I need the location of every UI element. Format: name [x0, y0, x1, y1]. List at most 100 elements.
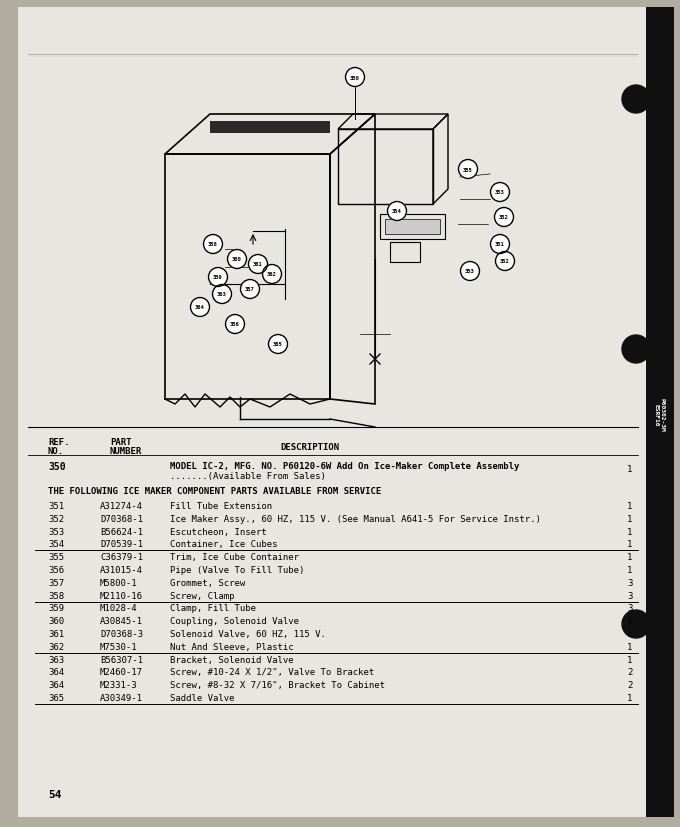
Circle shape	[460, 262, 479, 281]
Text: 361: 361	[48, 629, 64, 638]
Text: Escutcheon, Insert: Escutcheon, Insert	[170, 527, 267, 536]
Text: 360: 360	[232, 257, 242, 262]
Text: 352: 352	[48, 514, 64, 523]
Text: Screw, Clamp: Screw, Clamp	[170, 590, 235, 600]
Text: P60302-3M
ESRF16: P60302-3M ESRF16	[653, 398, 665, 432]
Text: 357: 357	[48, 578, 64, 587]
Text: Saddle Valve: Saddle Valve	[170, 693, 235, 702]
Text: 1: 1	[628, 540, 632, 549]
Text: 353: 353	[495, 190, 505, 195]
Text: Container, Ice Cubes: Container, Ice Cubes	[170, 540, 277, 549]
Text: 1: 1	[628, 642, 632, 651]
Text: Pipe (Valve To Fill Tube): Pipe (Valve To Fill Tube)	[170, 566, 305, 574]
Bar	[646, 8, 674, 817]
Text: THE FOLLOWING ICE MAKER COMPONENT PARTS AVAILABLE FROM SERVICE: THE FOLLOWING ICE MAKER COMPONENT PARTS …	[48, 486, 381, 495]
Text: 353: 353	[48, 527, 64, 536]
Text: 363: 363	[217, 292, 227, 297]
Circle shape	[494, 208, 513, 227]
Text: 365: 365	[48, 693, 64, 702]
Text: 1: 1	[628, 616, 632, 625]
Text: 1: 1	[628, 501, 632, 510]
Circle shape	[622, 86, 650, 114]
Circle shape	[248, 256, 267, 275]
Text: B56307-1: B56307-1	[100, 655, 143, 664]
Text: 1: 1	[628, 527, 632, 536]
Circle shape	[496, 252, 515, 271]
Text: Fill Tube Extension: Fill Tube Extension	[170, 501, 272, 510]
Text: 3: 3	[628, 578, 632, 587]
Text: 355: 355	[48, 552, 64, 562]
Text: MODEL IC-2, MFG. NO. P60120-6W Add On Ice-Maker Complete Assembly: MODEL IC-2, MFG. NO. P60120-6W Add On Ic…	[170, 461, 520, 471]
Text: 358: 358	[208, 242, 218, 247]
Text: REF.: REF.	[48, 437, 69, 447]
Text: 361: 361	[253, 262, 263, 267]
Text: PART: PART	[110, 437, 131, 447]
Text: 350: 350	[48, 461, 66, 471]
Text: Bracket, Solenoid Valve: Bracket, Solenoid Valve	[170, 655, 294, 664]
Text: M1028-4: M1028-4	[100, 604, 137, 613]
Text: 1: 1	[628, 552, 632, 562]
Text: A30349-1: A30349-1	[100, 693, 143, 702]
Text: NO.: NO.	[48, 447, 64, 456]
Text: 351: 351	[48, 501, 64, 510]
Text: 2: 2	[628, 667, 632, 676]
Bar	[210, 122, 330, 134]
Text: Ice Maker Assy., 60 HZ, 115 V. (See Manual A641-5 For Service Instr.): Ice Maker Assy., 60 HZ, 115 V. (See Manu…	[170, 514, 541, 523]
Text: 356: 356	[230, 322, 240, 327]
Text: Screw, #10-24 X 1/2", Valve To Bracket: Screw, #10-24 X 1/2", Valve To Bracket	[170, 667, 374, 676]
Circle shape	[490, 184, 509, 203]
Text: Solenoid Valve, 60 HZ, 115 V.: Solenoid Valve, 60 HZ, 115 V.	[170, 629, 326, 638]
Text: 3: 3	[628, 604, 632, 613]
Circle shape	[345, 69, 364, 88]
Circle shape	[262, 265, 282, 284]
Text: 350: 350	[350, 75, 360, 80]
Text: 352: 352	[499, 215, 509, 220]
Text: 362: 362	[267, 272, 277, 277]
Text: A31015-4: A31015-4	[100, 566, 143, 574]
Text: M7530-1: M7530-1	[100, 642, 137, 651]
Text: 362: 362	[48, 642, 64, 651]
Text: 1: 1	[628, 629, 632, 638]
Circle shape	[622, 336, 650, 364]
Circle shape	[622, 610, 650, 638]
Text: 363: 363	[48, 655, 64, 664]
Text: Grommet, Screw: Grommet, Screw	[170, 578, 245, 587]
Circle shape	[209, 268, 228, 287]
Text: M5800-1: M5800-1	[100, 578, 137, 587]
Text: 357: 357	[245, 287, 255, 292]
Text: 54: 54	[48, 789, 61, 799]
Circle shape	[228, 251, 246, 269]
Text: 354: 354	[392, 209, 402, 214]
Text: Clamp, Fill Tube: Clamp, Fill Tube	[170, 604, 256, 613]
Text: 360: 360	[48, 616, 64, 625]
Text: 1: 1	[628, 655, 632, 664]
Text: 364: 364	[48, 667, 64, 676]
Text: DESCRIPTION: DESCRIPTION	[280, 442, 339, 452]
Circle shape	[226, 315, 245, 334]
Text: 3: 3	[628, 590, 632, 600]
Text: 354: 354	[48, 540, 64, 549]
Bar	[338, 130, 433, 205]
Text: M2331-3: M2331-3	[100, 681, 137, 690]
Text: 351: 351	[495, 242, 505, 247]
Text: 356: 356	[48, 566, 64, 574]
Text: Nut And Sleeve, Plastic: Nut And Sleeve, Plastic	[170, 642, 294, 651]
Circle shape	[458, 160, 477, 179]
Text: 359: 359	[213, 275, 223, 280]
Text: 1: 1	[628, 465, 632, 473]
Text: 364: 364	[195, 305, 205, 310]
Text: Trim, Ice Cube Container: Trim, Ice Cube Container	[170, 552, 299, 562]
Text: 359: 359	[48, 604, 64, 613]
Text: .......(Available From Sales): .......(Available From Sales)	[170, 471, 326, 480]
Text: A31274-4: A31274-4	[100, 501, 143, 510]
Text: M2460-17: M2460-17	[100, 667, 143, 676]
Bar	[390, 242, 420, 263]
Circle shape	[241, 280, 260, 299]
Circle shape	[269, 335, 288, 354]
Text: 364: 364	[48, 681, 64, 690]
Circle shape	[388, 203, 407, 222]
Circle shape	[212, 285, 231, 304]
Circle shape	[490, 235, 509, 254]
Text: A30845-1: A30845-1	[100, 616, 143, 625]
Text: 1: 1	[628, 514, 632, 523]
